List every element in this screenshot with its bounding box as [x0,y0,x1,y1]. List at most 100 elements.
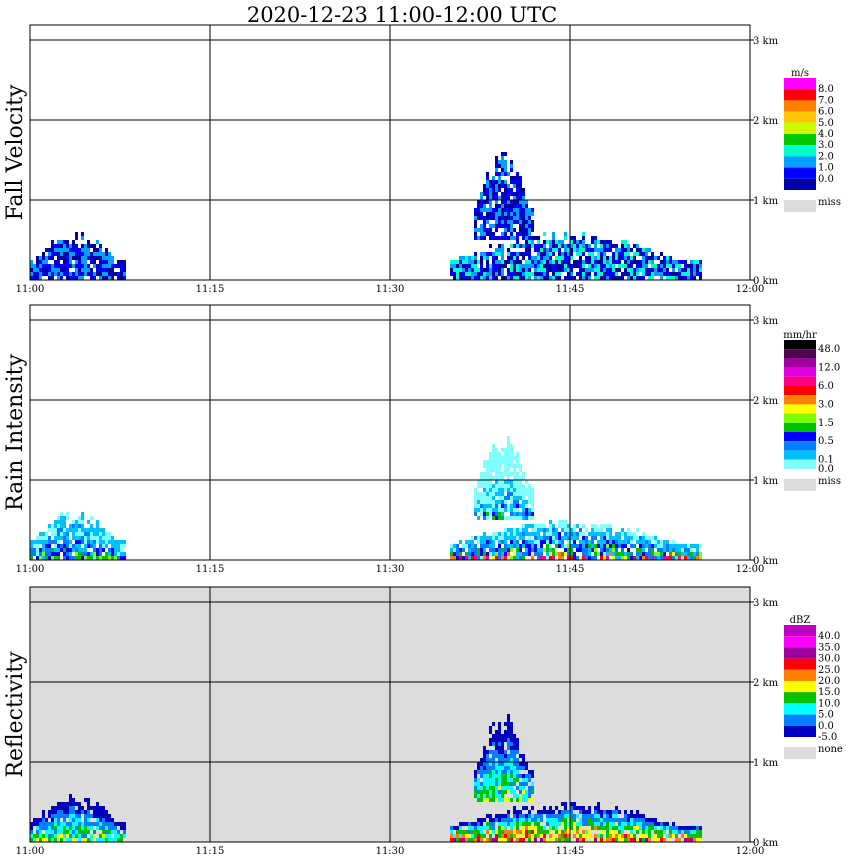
echo-pixel [510,726,513,730]
echo-pixel [684,272,687,276]
echo-pixel [537,264,540,268]
echo-pixel [510,460,513,464]
echo-pixel [606,826,609,830]
echo-pixel [564,834,567,838]
echo-pixel [681,268,684,272]
echo-pixel [84,544,87,548]
echo-pixel [546,256,549,260]
echo-pixel [510,516,513,520]
echo-pixel [615,826,618,830]
echo-pixel [51,268,54,272]
echo-pixel [48,838,51,842]
echo-pixel [561,544,564,548]
echo-pixel [492,532,495,536]
echo-pixel [510,268,513,272]
echo-pixel [81,512,84,516]
echo-pixel [594,248,597,252]
echo-pixel [468,838,471,842]
echo-pixel [525,834,528,838]
echo-pixel [78,556,81,560]
echo-pixel [102,276,105,280]
echo-pixel [699,834,702,838]
colorbar-missing-label: none [818,744,843,755]
echo-pixel [99,532,102,536]
echo-pixel [486,540,489,544]
echo-pixel [33,818,36,822]
echo-pixel [492,476,495,480]
echo-pixel [480,830,483,834]
echo-pixel [507,448,510,452]
echo-pixel [510,798,513,802]
echo-pixel [504,826,507,830]
echo-pixel [501,232,504,236]
echo-pixel [600,240,603,244]
echo-pixel [486,464,489,468]
echo-pixel [498,794,501,798]
echo-pixel [48,826,51,830]
echo-pixel [513,766,516,770]
echo-pixel [573,240,576,244]
echo-pixel [486,814,489,818]
echo-pixel [546,544,549,548]
echo-pixel [507,782,510,786]
echo-pixel [489,196,492,200]
echo-pixel [501,152,504,156]
echo-pixel [516,814,519,818]
echo-pixel [627,248,630,252]
echo-pixel [495,484,498,488]
colorbar-label: 3.0 [818,399,834,410]
echo-pixel [564,252,567,256]
echo-pixel [507,236,510,240]
echo-pixel [570,818,573,822]
echo-pixel [552,810,555,814]
echo-pixel [528,532,531,536]
echo-pixel [474,774,477,778]
echo-pixel [543,536,546,540]
echo-pixel [33,822,36,826]
echo-pixel [474,786,477,790]
echo-pixel [477,500,480,504]
echo-pixel [498,742,501,746]
echo-layer [30,436,702,560]
echo-pixel [600,822,603,826]
echo-pixel [468,260,471,264]
echo-pixel [552,818,555,822]
echo-pixel [462,268,465,272]
echo-pixel [480,544,483,548]
echo-pixel [519,208,522,212]
colorbar-swatch [784,413,816,423]
echo-pixel [54,544,57,548]
echo-pixel [480,496,483,500]
echo-pixel [567,248,570,252]
echo-pixel [642,536,645,540]
echo-pixel [507,786,510,790]
echo-pixel [72,248,75,252]
echo-pixel [561,834,564,838]
echo-pixel [93,536,96,540]
echo-pixel [507,444,510,448]
echo-pixel [558,524,561,528]
echo-pixel [519,556,522,560]
echo-pixel [495,192,498,196]
echo-pixel [519,232,522,236]
echo-pixel [579,834,582,838]
echo-pixel [69,252,72,256]
echo-pixel [459,830,462,834]
echo-pixel [123,268,126,272]
echo-pixel [471,264,474,268]
echo-pixel [582,818,585,822]
echo-pixel [528,244,531,248]
echo-pixel [492,212,495,216]
echo-pixel [507,834,510,838]
echo-pixel [60,802,63,806]
echo-pixel [87,826,90,830]
echo-pixel [636,276,639,280]
echo-pixel [495,730,498,734]
echo-pixel [516,484,519,488]
echo-pixel [60,544,63,548]
echo-pixel [51,818,54,822]
echo-pixel [63,544,66,548]
echo-pixel [531,500,534,504]
echo-pixel [657,540,660,544]
echo-pixel [498,556,501,560]
